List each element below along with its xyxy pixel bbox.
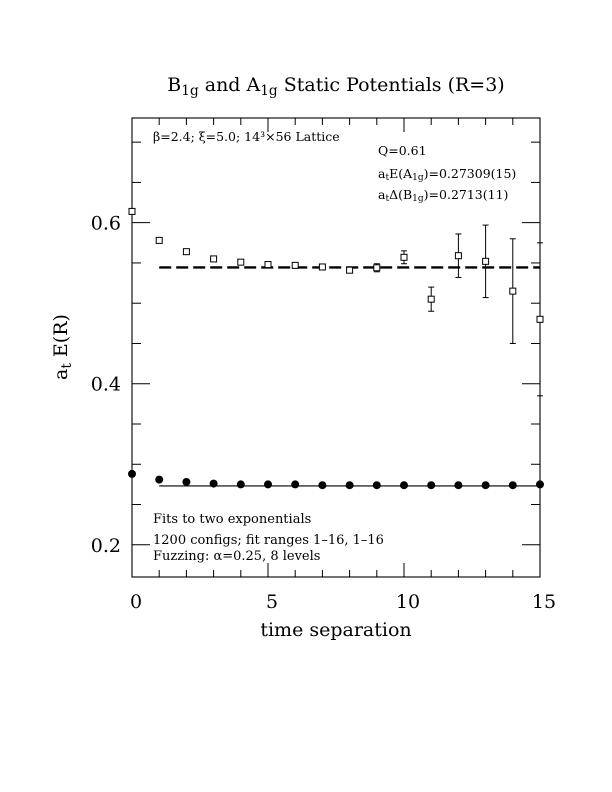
b1g-fit-mid-sub: 1g	[412, 194, 424, 204]
a1g-fit-post: )=0.27309(15)	[424, 166, 517, 181]
a1g-fit-mid: E(A	[389, 166, 413, 181]
b1g-fit-pre-sub: t	[385, 194, 389, 204]
fit-lines	[159, 266, 540, 487]
b1g-fit-pre: a	[378, 187, 386, 202]
point-b1g-12	[454, 252, 462, 260]
point-b1g-7	[318, 263, 326, 271]
x-tick-label-0: 0	[130, 591, 142, 613]
point-a1g-4	[236, 480, 245, 489]
point-b1g-10	[400, 253, 408, 261]
point-a1g-1	[155, 475, 164, 484]
point-b1g-14	[509, 287, 517, 295]
annotation-q: Q=0.61	[378, 143, 427, 158]
x-tick-labels: 0 5 10 15	[130, 591, 556, 613]
point-b1g-2	[182, 248, 190, 256]
title-part-4: Static Potentials (R=3)	[278, 74, 505, 96]
point-b1g-9	[373, 264, 381, 272]
title-part-2: and A	[199, 74, 261, 96]
point-b1g-1	[155, 236, 163, 244]
ylabel-rest: E(R)	[50, 314, 72, 363]
point-a1g-14	[508, 481, 517, 490]
point-a1g-15	[536, 480, 544, 489]
x-tick-label-3: 15	[532, 591, 556, 613]
series-a1g-circles	[128, 469, 544, 490]
point-a1g-13	[481, 481, 490, 490]
point-a1g-7	[318, 481, 327, 490]
y-tick-labels: 0.2 0.4 0.6	[91, 213, 121, 557]
point-a1g-2	[182, 477, 191, 486]
point-b1g-8	[346, 266, 354, 274]
chart-title: B1g and A1g Static Potentials (R=3)	[167, 74, 504, 99]
point-b1g-11	[427, 295, 435, 303]
y-tick-label-0: 0.2	[91, 535, 121, 557]
point-a1g-0	[128, 469, 136, 478]
ylabel-sub: t	[59, 363, 75, 369]
a1g-fit-pre: a	[378, 166, 386, 181]
a1g-fit-mid-sub: 1g	[412, 173, 424, 183]
point-a1g-9	[372, 481, 381, 490]
annotation-lattice: β=2.4; ξ=5.0; 14³×56 Lattice	[153, 129, 340, 144]
axis-ticks	[131, 118, 541, 577]
point-a1g-5	[264, 480, 272, 489]
b1g-fit-mid: Δ(B	[389, 187, 412, 202]
y-tick-label-1: 0.4	[91, 374, 121, 396]
ylabel-main: a	[50, 369, 72, 380]
title-part-3: 1g	[260, 83, 278, 99]
x-axis-label: time separation	[260, 619, 411, 641]
annotation-fit-type: Fits to two exponentials	[153, 512, 311, 527]
annotation-a1g-fit: atE(A1g)=0.27309(15)	[378, 166, 516, 183]
y-axis-label: at E(R)	[50, 314, 75, 380]
point-a1g-3	[209, 479, 218, 488]
a1g-fit-pre-sub: t	[385, 173, 389, 183]
x-tick-label-1: 5	[266, 591, 278, 613]
y-tick-label-2: 0.6	[91, 213, 121, 235]
point-b1g-3	[210, 255, 218, 263]
point-a1g-11	[427, 481, 436, 490]
title-part-1: 1g	[181, 83, 199, 99]
point-b1g-6	[291, 261, 299, 269]
b1g-fit-post: )=0.2713(11)	[424, 187, 509, 202]
point-b1g-13	[482, 257, 490, 265]
point-b1g-0	[128, 207, 136, 215]
x-tick-label-2: 10	[396, 591, 420, 613]
annotation-configs: 1200 configs; fit ranges 1–16, 1–16	[153, 533, 384, 548]
point-b1g-15	[536, 315, 544, 323]
annotation-b1g-fit: atΔ(B1g)=0.2713(11)	[378, 187, 508, 204]
point-b1g-4	[237, 258, 245, 266]
series-b1g-squares	[128, 207, 544, 397]
title-part-0: B	[167, 74, 181, 96]
annotation-fuzzing: Fuzzing: α=0.25, 8 levels	[153, 549, 320, 564]
point-a1g-12	[454, 481, 463, 490]
point-a1g-8	[345, 481, 354, 490]
point-a1g-10	[400, 481, 408, 490]
point-b1g-5	[264, 261, 272, 269]
point-a1g-6	[291, 480, 300, 489]
